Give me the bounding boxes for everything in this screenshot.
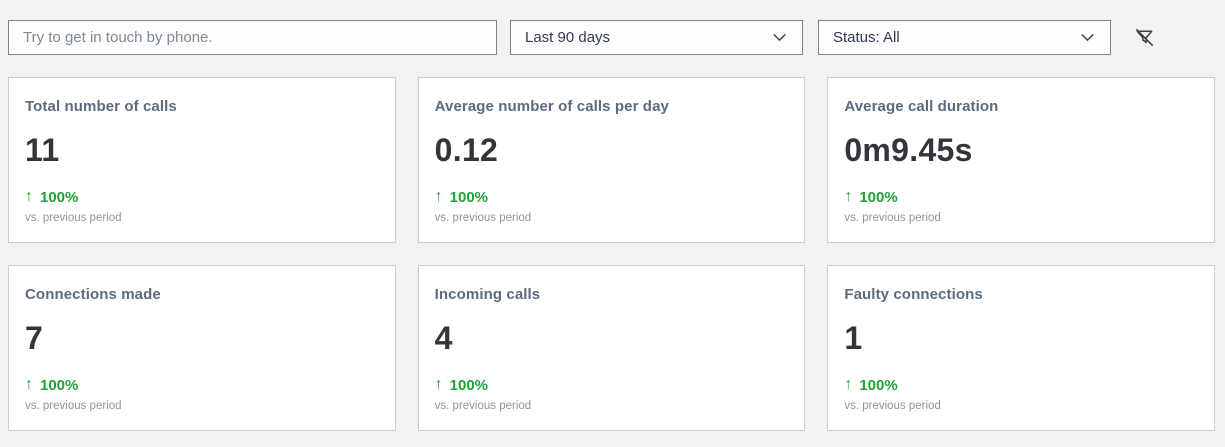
card-title: Faulty connections bbox=[844, 286, 983, 303]
card-value: 0.12 bbox=[434, 132, 499, 168]
status-dropdown[interactable]: Status: All bbox=[818, 20, 1111, 55]
card-value: 0m9.45s bbox=[844, 132, 973, 168]
period-dropdown-value: Last 90 days bbox=[525, 29, 611, 46]
card-title: Average call duration bbox=[844, 98, 999, 115]
card-comparison: vs. previous period bbox=[844, 400, 941, 412]
trend-up-arrow-icon: ↑ bbox=[25, 188, 33, 205]
card-connections-made: Connections made 7 ↑ 100% vs. previous p… bbox=[8, 265, 396, 431]
clear-filters-button[interactable] bbox=[1129, 23, 1159, 53]
card-comparison: vs. previous period bbox=[25, 212, 122, 224]
trend-percent: 100% bbox=[859, 376, 898, 394]
card-value: 11 bbox=[25, 132, 60, 168]
trend-percent: 100% bbox=[449, 376, 489, 394]
card-trend: ↑ 100% bbox=[844, 188, 1198, 206]
card-trend: ↑ 100% bbox=[435, 188, 789, 206]
card-faulty-connections: Faulty connections 1 ↑ 100% vs. previous… bbox=[827, 265, 1215, 431]
trend-up-arrow-icon: ↑ bbox=[844, 376, 853, 393]
search-input[interactable] bbox=[8, 20, 497, 55]
trend-up-arrow-icon: ↑ bbox=[434, 188, 443, 205]
trend-up-arrow-icon: ↑ bbox=[25, 376, 33, 393]
card-value: 1 bbox=[844, 320, 863, 356]
stats-grid: Total number of calls 11 ↑ 100% vs. prev… bbox=[8, 77, 1215, 431]
card-trend: ↑ 100% bbox=[25, 376, 379, 394]
card-trend: ↑ 100% bbox=[435, 376, 789, 394]
card-title: Total number of calls bbox=[25, 98, 177, 115]
card-avg-calls-per-day: Average number of calls per day 0.12 ↑ 1… bbox=[417, 77, 806, 243]
trend-percent: 100% bbox=[40, 376, 79, 394]
trend-percent: 100% bbox=[859, 188, 898, 206]
trend-percent: 100% bbox=[449, 188, 489, 206]
trend-up-arrow-icon: ↑ bbox=[844, 188, 853, 205]
trend-up-arrow-icon: ↑ bbox=[434, 376, 443, 393]
card-comparison: vs. previous period bbox=[25, 400, 122, 412]
trend-percent: 100% bbox=[40, 188, 79, 206]
card-trend: ↑ 100% bbox=[844, 376, 1198, 394]
card-title: Incoming calls bbox=[434, 286, 541, 303]
card-value: 4 bbox=[434, 320, 453, 356]
filter-bar: Last 90 days Status: All bbox=[0, 0, 1225, 55]
card-value: 7 bbox=[25, 320, 44, 356]
card-title: Average number of calls per day bbox=[434, 98, 669, 115]
status-dropdown-value: Status: All bbox=[833, 29, 900, 46]
card-incoming-calls: Incoming calls 4 ↑ 100% vs. previous per… bbox=[417, 265, 806, 431]
card-comparison: vs. previous period bbox=[434, 212, 532, 224]
card-total-calls: Total number of calls 11 ↑ 100% vs. prev… bbox=[8, 77, 396, 243]
filter-off-icon bbox=[1133, 26, 1156, 49]
period-dropdown[interactable]: Last 90 days bbox=[510, 20, 803, 55]
card-comparison: vs. previous period bbox=[844, 212, 941, 224]
chevron-down-icon bbox=[1079, 29, 1096, 46]
card-avg-call-duration: Average call duration 0m9.45s ↑ 100% vs.… bbox=[827, 77, 1215, 243]
card-title: Connections made bbox=[25, 286, 161, 303]
card-trend: ↑ 100% bbox=[25, 188, 379, 206]
card-comparison: vs. previous period bbox=[434, 400, 532, 412]
chevron-down-icon bbox=[771, 29, 788, 46]
